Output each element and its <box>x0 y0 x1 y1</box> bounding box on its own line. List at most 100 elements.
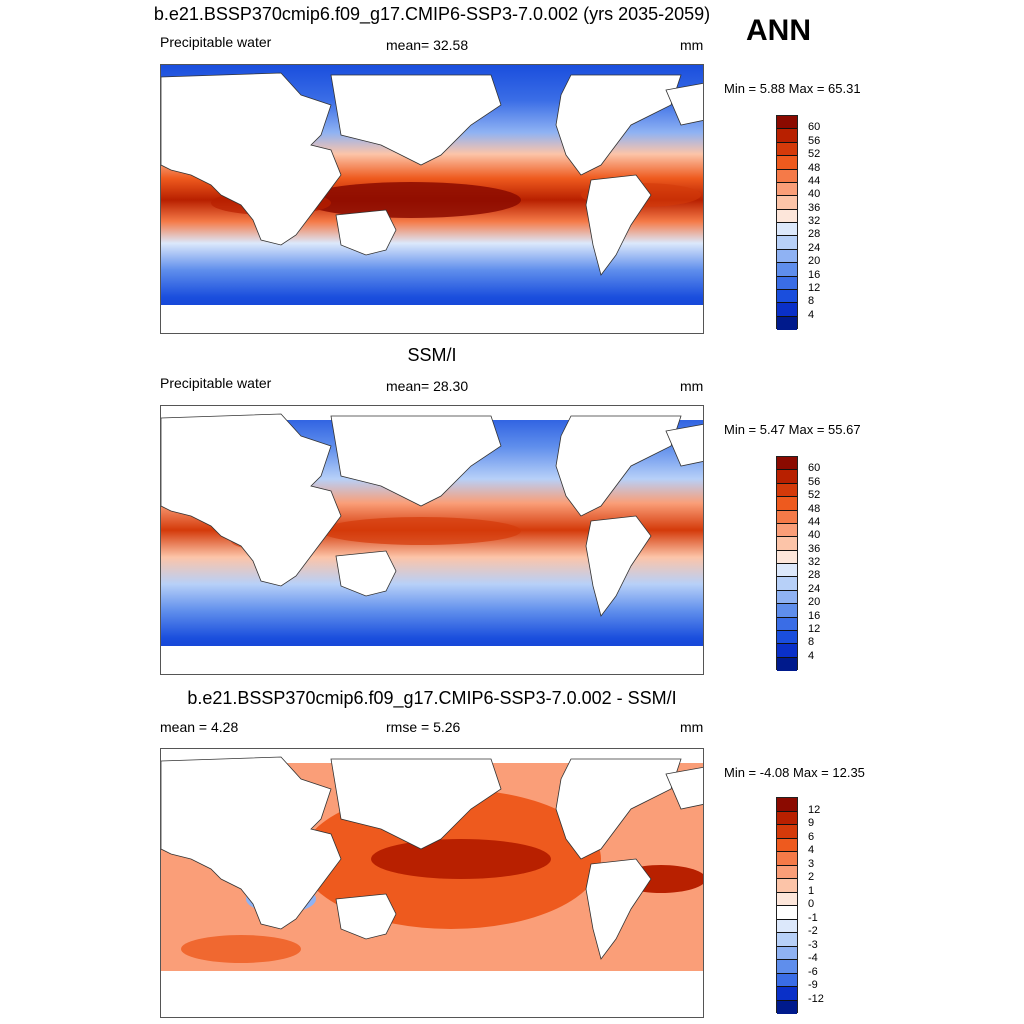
colorbar-segment <box>777 825 797 839</box>
colorbar-segment <box>777 289 797 304</box>
colorbar-tick-label: 12 <box>808 622 821 635</box>
colorbar-tick-label: 12 <box>808 281 821 294</box>
colorbar-segment <box>777 973 797 987</box>
colorbar-segment <box>777 236 797 250</box>
colorbar-tick-label: 48 <box>808 161 821 174</box>
colorbar-segment <box>777 483 797 498</box>
panel-2-mean-label: mean= 28.30 <box>386 378 469 394</box>
panel-1-variable-label: Precipitable water <box>160 34 272 50</box>
colorbar-segment <box>777 865 797 879</box>
colorbar-segment <box>777 946 797 960</box>
colorbar-tick-label: 56 <box>808 134 821 147</box>
colorbar-segment <box>777 919 797 933</box>
colorbar-tick-label: 48 <box>808 502 821 515</box>
colorbar-tick-label: 40 <box>808 529 821 542</box>
colorbar-segment <box>777 470 797 484</box>
colorbar-tick-label: 32 <box>808 556 821 568</box>
colorbar-segment <box>777 182 797 197</box>
colorbar-segment <box>777 142 797 157</box>
colorbar-tick-label: 24 <box>808 582 821 595</box>
panel-1-colorbar <box>776 115 798 330</box>
colorbar-tick-label: 8 <box>808 636 815 649</box>
colorbar-segment <box>777 263 797 277</box>
colorbar-segment <box>777 537 797 551</box>
colorbar-segment <box>777 249 797 264</box>
panel-3-units: mm <box>680 719 704 735</box>
colorbar-segment <box>777 510 797 524</box>
colorbar-tick-label: -3 <box>808 938 818 951</box>
colorbar-segment <box>777 129 797 143</box>
colorbar-segment <box>777 644 797 658</box>
colorbar-segment <box>777 906 797 920</box>
colorbar-segment <box>777 630 797 645</box>
colorbar-segment <box>777 303 797 317</box>
panel-2-variable-label: Precipitable water <box>160 375 272 391</box>
colorbar-tick-label: 12 <box>808 803 821 816</box>
colorbar-segment <box>777 316 797 330</box>
colorbar-tick-label: 1 <box>808 884 815 897</box>
colorbar-segment <box>777 116 797 130</box>
colorbar-tick-label: 60 <box>808 121 821 134</box>
colorbar-tick-label: 16 <box>808 609 821 622</box>
panel-3-title: b.e21.BSSP370cmip6.f09_g17.CMIP6-SSP3-7.… <box>187 688 677 708</box>
colorbar-segment <box>777 209 797 223</box>
colorbar-segment <box>777 169 797 183</box>
season-label: ANN <box>746 14 811 47</box>
colorbar-tick-label: 44 <box>808 515 821 528</box>
colorbar-tick-label: -2 <box>808 925 818 937</box>
colorbar-tick-label: 44 <box>808 174 821 187</box>
colorbar-segment <box>777 564 797 578</box>
colorbar-tick-label: 16 <box>808 268 821 281</box>
colorbar-tick-label: -1 <box>808 911 818 924</box>
colorbar-tick-label: -4 <box>808 952 818 964</box>
colorbar-segment <box>777 457 797 471</box>
colorbar-tick-label: 40 <box>808 188 821 201</box>
colorbar-tick-label: 2 <box>808 871 815 883</box>
colorbar-segment <box>777 960 797 974</box>
colorbar-tick-label: 28 <box>808 569 821 582</box>
colorbar-segment <box>777 223 797 237</box>
colorbar-tick-label: 20 <box>808 596 821 609</box>
colorbar-segment <box>777 933 797 947</box>
colorbar-segment <box>777 590 797 605</box>
colorbar-tick-label: 52 <box>808 148 821 161</box>
colorbar-segment <box>777 604 797 618</box>
panel-3-minmax: Min = -4.08 Max = 12.35 <box>724 765 865 780</box>
colorbar-segment <box>777 657 797 671</box>
colorbar-tick-label: -6 <box>808 965 818 978</box>
panel-3-mean-label: mean = 4.28 <box>160 719 239 735</box>
colorbar-tick-label: 28 <box>808 228 821 241</box>
panel-2-colorbar <box>776 456 798 671</box>
colorbar-tick-label: 36 <box>808 201 821 214</box>
colorbar-tick-label: 56 <box>808 475 821 488</box>
colorbar-segment <box>777 523 797 538</box>
panel-2-map <box>160 405 704 675</box>
colorbar-tick-label: 8 <box>808 295 815 308</box>
panel-3-colorbar <box>776 797 798 1014</box>
colorbar-tick-label: 3 <box>808 857 815 870</box>
colorbar-tick-label: 6 <box>808 830 815 843</box>
colorbar-segment <box>777 892 797 906</box>
colorbar-segment <box>777 811 797 825</box>
colorbar-segment <box>777 987 797 1001</box>
colorbar-segment <box>777 497 797 511</box>
colorbar-segment <box>777 879 797 893</box>
panel-1-minmax: Min = 5.88 Max = 65.31 <box>724 81 861 96</box>
colorbar-segment <box>777 838 797 852</box>
panel-2-units: mm <box>680 378 704 394</box>
colorbar-segment <box>777 798 797 812</box>
colorbar-segment <box>777 550 797 564</box>
colorbar-tick-label: 32 <box>808 215 821 227</box>
panel-1-mean-label: mean= 32.58 <box>386 37 469 53</box>
panel-3-rmse-label: rmse = 5.26 <box>386 719 461 735</box>
colorbar-tick-label: 4 <box>808 649 815 662</box>
panel-1-units: mm <box>680 37 704 53</box>
panel-2-minmax: Min = 5.47 Max = 55.67 <box>724 422 861 437</box>
colorbar-segment <box>777 156 797 170</box>
colorbar-segment <box>777 852 797 866</box>
colorbar-tick-label: 20 <box>808 255 821 268</box>
panel-2-title: SSM/I <box>407 345 457 365</box>
colorbar-tick-label: -9 <box>808 979 818 991</box>
colorbar-tick-label: 60 <box>808 462 821 475</box>
colorbar-tick-label: 36 <box>808 542 821 555</box>
